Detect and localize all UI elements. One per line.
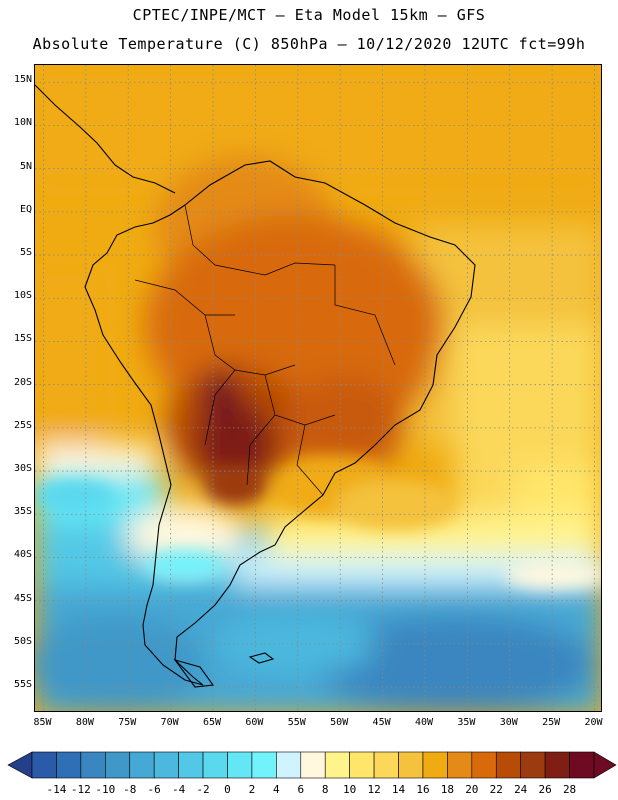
colorbar-tick-label: -10 [95,783,116,796]
colorbar-tick-label: -8 [123,783,137,796]
map-plot-area [34,64,602,712]
colorbar-tick-label: -14 [46,783,67,796]
colorbar-swatch [569,751,595,779]
colorbar-swatch [276,751,302,779]
colorbar-tick-label: 10 [343,783,357,796]
latitude-label: 55S [13,679,32,691]
internal-borders [134,204,396,496]
latitude-label: 10S [13,290,32,302]
longitude-label: 45W [372,717,391,728]
latitude-label: 40S [13,549,32,561]
colorbar [7,751,617,779]
longitude-label: 60W [245,717,264,728]
colorbar-tick-label: 20 [465,783,479,796]
colorbar-swatch [251,751,277,779]
temperature-field [35,65,601,711]
colorbar-swatch [300,751,326,779]
central-america [35,84,176,194]
colorbar-swatch [544,751,570,779]
latitude-label: 15S [13,333,32,345]
colorbar-swatch [178,751,204,779]
colorbar-swatch [349,751,375,779]
longitude-label: 65W [202,717,222,728]
latitude-label: 50S [13,635,32,647]
longitude-label: 25W [542,717,561,728]
longitude-label: 80W [75,717,94,728]
longitude-label: 50W [330,717,349,728]
latitude-label: 35S [13,506,32,518]
latitude-label: 45S [13,592,32,604]
longitude-label: 85W [33,717,52,728]
colorbar-swatch [56,751,82,779]
colorbar-swatch [373,751,399,779]
longitude-label: 40W [414,717,433,728]
latitude-label: 5N [19,160,32,172]
colorbar-swatch [80,751,106,779]
colorbar-swatch [227,751,253,779]
colorbar-tick-label: -12 [70,783,91,796]
longitude-label: 70W [160,717,179,728]
latitude-label: 30S [13,463,32,475]
colorbar-swatch [202,751,228,779]
colorbar-swatch [31,751,57,779]
colorbar-tick-label: 4 [273,783,280,796]
longitude-label: 55W [287,717,306,728]
temperature-map [35,65,601,711]
colorbar-tick-label: 12 [367,783,381,796]
colorbar-tick-label: 24 [514,783,528,796]
longitude-label: 20W [584,717,603,728]
south-america-outline [84,160,476,686]
colorbar-swatch [422,751,448,779]
falkland-islands [248,652,275,664]
colorbar-swatch [447,751,473,779]
colorbar-swatch [153,751,179,779]
longitude-label: 30W [499,717,518,728]
colorbar-tick-label: 16 [416,783,430,796]
colorbar-over-arrow [593,751,617,779]
colorbar-swatch [105,751,131,779]
tierra-del-fuego [173,659,214,688]
colorbar-tick-label: 6 [297,783,305,796]
graticule [35,65,601,711]
longitude-label: 75W [118,717,137,728]
colorbar-swatch [398,751,424,779]
map-title: CPTEC/INPE/MCT – Eta Model 15km – GFS [132,6,486,24]
colorbar-swatch [471,751,497,779]
latitude-label: 20S [13,376,32,388]
colorbar-tick-label: 22 [489,783,503,796]
colorbar-tick-label: 8 [321,783,329,796]
colorbar-tick-label: 28 [562,783,577,796]
colorbar-swatch [324,751,350,779]
map-subtitle: Absolute Temperature (C) 850hPa – 10/12/… [32,35,586,53]
colorbar-swatch [495,751,521,779]
latitude-label: 25S [13,419,32,431]
colorbar-tick-label: -4 [171,783,186,796]
latitude-label: 5S [19,247,32,259]
colorbar-swatch [129,751,155,779]
colorbar-under-arrow [7,751,33,779]
colorbar-tick-label: 0 [224,783,231,796]
latitude-label: EQ [19,203,32,215]
colorbar-tick-label: 14 [391,783,406,796]
colorbar-tick-label: 26 [538,783,552,796]
latitude-label: 15N [13,74,32,86]
coastline [35,84,476,688]
colorbar-tick-label: 2 [248,783,256,796]
colorbar-swatch [520,751,546,779]
longitude-label: 35W [457,717,476,728]
latitude-label: 10N [13,117,32,129]
colorbar-tick-label: -6 [147,783,161,796]
colorbar-tick-label: -2 [196,783,210,796]
colorbar-tick-label: 18 [440,783,455,796]
